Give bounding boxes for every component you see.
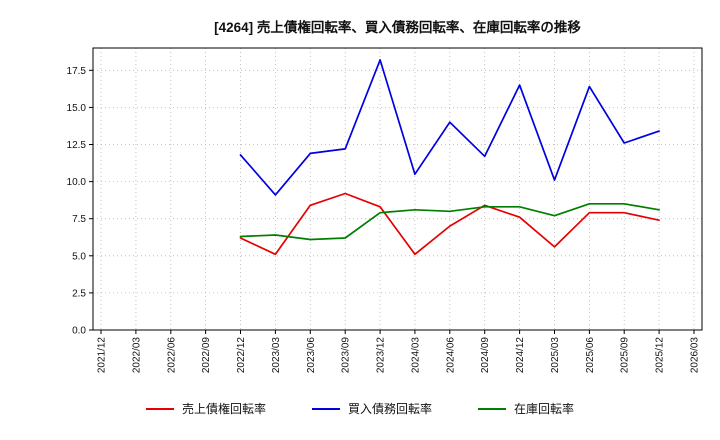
legend-item-receivables-turnover: 売上債権回転率	[145, 400, 266, 417]
x-tick-label: 2025/06	[585, 337, 596, 374]
x-tick-label: 2025/03	[550, 337, 561, 374]
x-tick-label: 2024/06	[445, 337, 456, 374]
legend-line-inventory-turnover	[478, 407, 506, 410]
y-tick-label: 5.0	[72, 251, 86, 262]
x-tick-label: 2023/12	[376, 337, 387, 374]
y-tick-label: 12.5	[67, 140, 87, 151]
x-tick-label: 2022/09	[201, 337, 212, 374]
x-tick-label: 2025/09	[620, 337, 631, 374]
x-tick-label: 2025/12	[655, 337, 666, 374]
x-tick-label: 2023/06	[306, 337, 317, 374]
x-tick-label: 2024/09	[480, 337, 491, 374]
y-tick-label: 2.5	[72, 288, 86, 299]
chart-title: [4264] 売上債権回転率、買入債務回転率、在庫回転率の推移	[214, 20, 581, 35]
x-tick-label: 2023/09	[341, 337, 352, 374]
y-tick-label: 17.5	[67, 66, 87, 77]
legend-line-receivables-turnover	[145, 407, 174, 410]
legend-label-inventory-turnover: 在庫回転率	[514, 402, 575, 416]
legend-item-payables-turnover: 買入債務回転率	[311, 400, 432, 417]
line-chart: 0.0 2.5 5.0 7.5 10.0 12.5 15.0 17.5 2021/12 2022/…	[67, 47, 703, 374]
legend-line-payables-turnover	[311, 407, 340, 410]
x-tick-label: 2022/12	[236, 337, 247, 374]
legend-label-receivables-turnover: 売上債権回転率	[181, 402, 266, 416]
y-tick-label: 15.0	[67, 103, 87, 114]
y-tick-label: 7.5	[72, 214, 86, 225]
plot-border	[92, 47, 703, 331]
x-tick-label: 2022/06	[166, 337, 177, 374]
series-line-payables-turnover	[239, 59, 660, 196]
legend-item-inventory-turnover: 在庫回転率	[478, 400, 574, 417]
series-line-inventory-turnover	[239, 202, 660, 241]
y-tick-label: 10.0	[67, 177, 87, 188]
x-tick-label: 2022/03	[131, 337, 142, 374]
legend-label-payables-turnover: 買入債務回転率	[347, 402, 432, 416]
series-line-receivables-turnover	[239, 192, 660, 256]
x-tick-label: 2024/03	[410, 337, 421, 374]
x-tick-label: 2023/03	[271, 337, 282, 374]
x-tick-label: 2021/12	[97, 337, 108, 374]
x-tick-label: 2024/12	[515, 337, 526, 374]
x-tick-label: 2026/03	[690, 337, 701, 374]
chart-legend: 売上債権回転率 買入債務回転率 在庫回転率	[0, 400, 720, 417]
y-tick-label: 0.0	[72, 326, 86, 337]
